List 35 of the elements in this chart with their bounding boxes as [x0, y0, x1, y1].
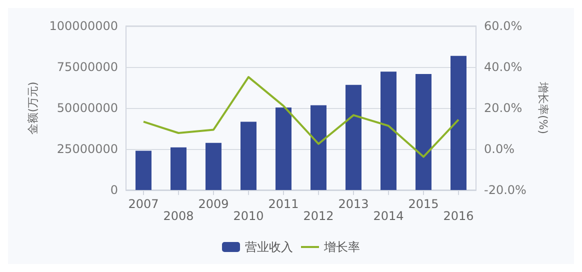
x-tick-label: 2010 — [233, 209, 264, 223]
bar — [416, 74, 432, 190]
x-tick-label: 2016 — [443, 209, 474, 223]
x-tick-label: 2008 — [163, 209, 194, 223]
x-tick-label: 2014 — [373, 209, 404, 223]
bar — [346, 84, 362, 190]
bar — [240, 122, 256, 190]
x-tick-label: 2013 — [338, 197, 369, 211]
x-tick-label: 2015 — [408, 197, 439, 211]
y-tick-label: 75000000 — [56, 60, 118, 74]
bar — [276, 108, 292, 190]
line-series — [142, 76, 460, 158]
y2-axis-title: 增长率(%) — [536, 80, 550, 134]
y-tick-label: 50000000 — [56, 101, 118, 115]
y-axis-title: 金额(万元) — [26, 82, 40, 134]
bar — [380, 72, 396, 190]
x-tick-label: 2009 — [198, 197, 229, 211]
bar — [206, 142, 222, 190]
y-tick-label: 0 — [110, 183, 118, 197]
bar — [450, 56, 466, 190]
y-tick-label: 25000000 — [56, 142, 118, 156]
legend-label: 营业收入 — [245, 240, 293, 254]
y2-tick-label: -20.0% — [484, 183, 526, 197]
x-tick-label: 2011 — [268, 197, 299, 211]
bar — [310, 105, 326, 190]
legend-label: 增长率 — [323, 240, 360, 254]
x-tick-label: 2012 — [303, 209, 334, 223]
y2-tick-label: 20.0% — [484, 101, 522, 115]
y2-tick-label: 60.0% — [484, 19, 522, 33]
bar — [170, 147, 186, 190]
y2-tick-label: 40.0% — [484, 60, 522, 74]
y2-tick-label: 0.0% — [484, 142, 514, 156]
bar — [136, 150, 152, 190]
x-tick-label: 2007 — [128, 197, 159, 211]
y-tick-label: 100000000 — [49, 19, 118, 33]
